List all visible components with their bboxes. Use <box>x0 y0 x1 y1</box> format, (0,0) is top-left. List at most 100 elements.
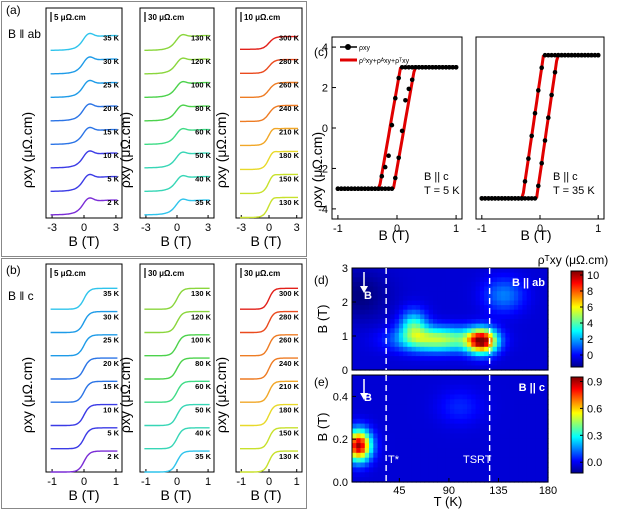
heatmap-cell <box>539 360 545 366</box>
heatmap-cell <box>424 477 430 483</box>
heatmap-cell <box>390 418 396 425</box>
heatmap-cell <box>492 394 498 400</box>
heatmap-cell <box>411 379 417 386</box>
heatmap-cell <box>501 365 506 371</box>
heatmap-cell <box>420 452 426 459</box>
heatmap-cell <box>526 309 532 315</box>
heatmap-cell <box>415 448 421 454</box>
colorbar-d-label: ρᵀxy (μΩ.cm) <box>538 253 609 267</box>
heatmap-cell <box>518 314 524 320</box>
heatmap-cell <box>411 351 417 357</box>
heatmap-cell <box>407 413 413 420</box>
heatmap-cell <box>543 356 549 362</box>
heatmap-cell <box>360 356 366 362</box>
heatmap-cell <box>411 356 417 362</box>
heatmap-cell <box>518 268 524 274</box>
heatmap-cell <box>543 281 549 288</box>
data-point <box>423 65 429 70</box>
heatmap-cell <box>531 423 536 430</box>
heatmap-cell <box>518 291 524 297</box>
heatmap-cell <box>539 457 545 464</box>
heatmap-cell <box>369 295 374 301</box>
heatmap-cell <box>420 477 426 483</box>
heatmap-cell <box>496 477 502 483</box>
x-tick-label: 3 <box>113 222 119 234</box>
heatmap-cell <box>518 365 524 371</box>
heatmap-cell <box>377 332 383 339</box>
heatmap-cell <box>522 418 528 425</box>
heatmap-cell <box>420 457 426 464</box>
heatmap-cell <box>364 457 370 464</box>
heatmap-cell <box>522 452 528 459</box>
heatmap-cell <box>526 314 532 320</box>
heatmap-cell <box>352 375 357 381</box>
heatmap-cell <box>539 328 545 334</box>
heatmap-cell <box>462 337 468 343</box>
heatmap-cell <box>390 409 396 415</box>
heatmap-cell <box>445 360 451 366</box>
data-point <box>592 52 598 58</box>
heatmap-cell <box>518 404 524 410</box>
heatmap-cell <box>501 300 506 306</box>
heatmap-cell <box>420 389 426 396</box>
panel-c-right-annotation-1: B || c <box>553 171 578 183</box>
heatmap-cell <box>424 438 430 444</box>
heatmap-cell <box>394 394 400 400</box>
temperature-label: 280 K <box>279 57 300 66</box>
heatmap-cell <box>462 291 468 297</box>
heatmap-cell <box>492 305 498 311</box>
heatmap-cell <box>526 346 532 352</box>
heatmap-cell <box>445 443 451 449</box>
heatmap-cell <box>505 394 511 400</box>
data-point <box>582 52 588 58</box>
heatmap-cell <box>377 394 383 400</box>
heatmap-cell <box>539 346 545 352</box>
heatmap-cell <box>513 346 519 352</box>
heatmap-cell <box>471 277 477 283</box>
heatmap-cell <box>522 337 528 343</box>
hall-curve <box>144 33 210 51</box>
heatmap-cell <box>381 323 387 329</box>
data-point <box>389 186 395 191</box>
data-point <box>542 52 548 58</box>
heatmap-cell <box>513 319 519 325</box>
data-point <box>506 196 511 201</box>
heatmap-cell <box>454 409 460 415</box>
heatmap-cell <box>501 360 506 366</box>
heatmap-cell <box>369 323 374 329</box>
heatmap-cell <box>543 477 549 483</box>
heatmap-cell <box>428 418 434 425</box>
heatmap-cell <box>386 472 391 478</box>
heatmap-cell <box>471 452 477 459</box>
heatmap-cell <box>398 323 404 329</box>
heatmap-cell <box>454 438 460 444</box>
heatmap-cell <box>484 286 489 292</box>
heatmap-cell <box>526 375 532 381</box>
heatmap-cell <box>531 409 536 415</box>
heatmap-cell <box>526 462 532 468</box>
heatmap-cell <box>535 452 541 459</box>
heatmap-cell <box>428 323 434 329</box>
heatmap-cell <box>398 394 404 400</box>
heatmap-cell <box>450 409 455 415</box>
heatmap-cell <box>373 448 379 454</box>
heatmap-cell <box>390 342 396 348</box>
heatmap-cell <box>433 472 438 478</box>
heatmap-cell <box>462 360 468 366</box>
heatmap-cell <box>394 328 400 334</box>
heatmap-cell <box>471 319 477 325</box>
colorbar-tick-label: 0.9 <box>587 376 602 388</box>
heatmap-cell <box>471 268 477 274</box>
temperature-label: 35 K <box>103 33 119 42</box>
heatmap-cell <box>526 448 532 454</box>
hall-curve <box>144 310 210 334</box>
heatmap-cell <box>381 272 387 278</box>
heatmap-cell <box>471 428 477 434</box>
hall-curve <box>50 173 118 192</box>
heatmap-cell <box>475 319 481 325</box>
heatmap-cell <box>501 332 506 339</box>
heatmap-cell <box>441 323 447 329</box>
heatmap-cell <box>433 467 438 473</box>
heatmap-cell <box>535 477 541 483</box>
heatmap-cell <box>505 433 511 439</box>
